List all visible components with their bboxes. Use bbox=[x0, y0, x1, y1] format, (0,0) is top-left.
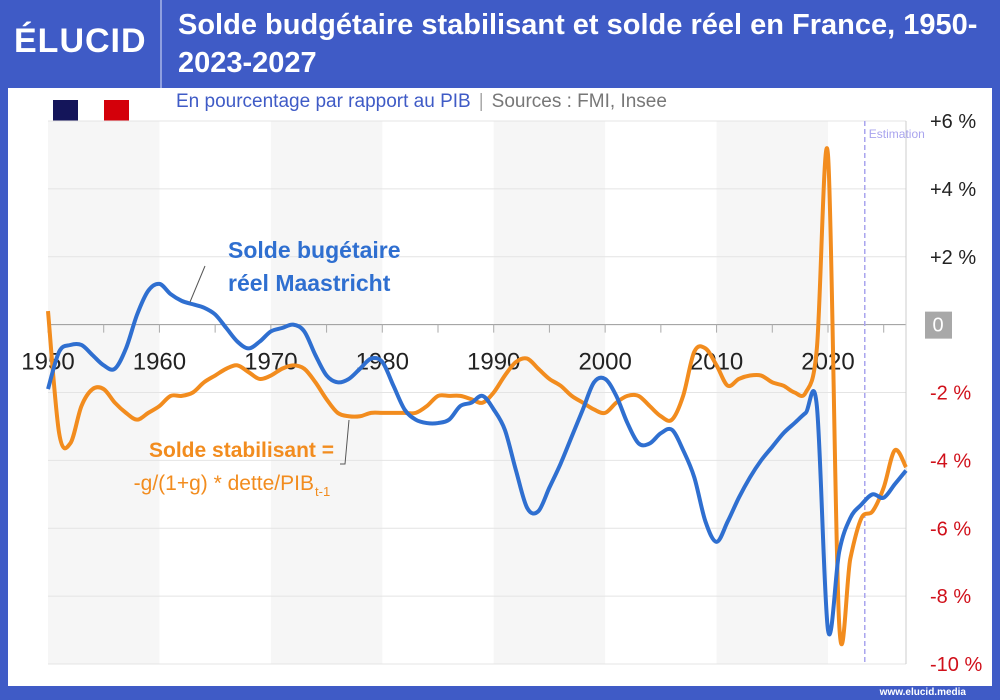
y-tick-label: 0 bbox=[932, 315, 943, 337]
y-tick-label: -4 % bbox=[930, 450, 971, 472]
chart-title: Solde budgétaire stabilisant et solde ré… bbox=[178, 9, 978, 79]
sources-text: Sources : FMI, Insee bbox=[491, 91, 667, 112]
orange-series-label-subscript: t-1 bbox=[315, 484, 330, 499]
subtitle-separator: | bbox=[478, 91, 484, 112]
header: ÉLUCID Solde budgétaire stabilisant et s… bbox=[0, 0, 1000, 88]
orange-series-line bbox=[46, 146, 908, 647]
orange-series-label-1: Solde stabilisant = bbox=[149, 439, 334, 462]
y-tick-label: -10 % bbox=[930, 654, 982, 676]
footer-url[interactable]: www.elucid.media bbox=[879, 687, 966, 698]
y-tick-label: +6 % bbox=[930, 111, 976, 133]
x-tick-label: 2020 bbox=[801, 349, 854, 376]
y-tick-label: -6 % bbox=[930, 518, 971, 540]
blue-series-label-2: réel Maastricht bbox=[228, 270, 391, 296]
y-tick-label: -2 % bbox=[930, 383, 971, 405]
estimation-label: Estimation bbox=[869, 127, 925, 141]
x-tick-label: 1960 bbox=[133, 349, 186, 376]
x-tick-label: 1990 bbox=[467, 349, 520, 376]
zero-badge bbox=[925, 311, 952, 339]
x-tick-label: 1970 bbox=[244, 349, 297, 376]
y-tick-label: -8 % bbox=[930, 586, 971, 608]
blue-series-label-1: Solde bugétaire bbox=[228, 237, 401, 263]
x-tick-label: 1950 bbox=[21, 349, 74, 376]
blue-label-leader bbox=[189, 265, 206, 303]
y-tick-label: +2 % bbox=[930, 247, 976, 269]
chart-subtitle: En pourcentage par rapport au PIB | Source… bbox=[176, 91, 667, 113]
orange-series-label-2: -g/(1+g) * dette/PIB bbox=[134, 472, 314, 495]
blue-series-line bbox=[46, 281, 908, 637]
unit-text: En pourcentage par rapport au PIB bbox=[176, 91, 471, 112]
orange-label-leader bbox=[340, 419, 350, 465]
y-tick-label: +4 % bbox=[930, 179, 976, 201]
elucid-logo: ÉLUCID bbox=[14, 22, 147, 60]
x-tick-label: 2000 bbox=[578, 349, 631, 376]
header-divider bbox=[160, 0, 162, 88]
